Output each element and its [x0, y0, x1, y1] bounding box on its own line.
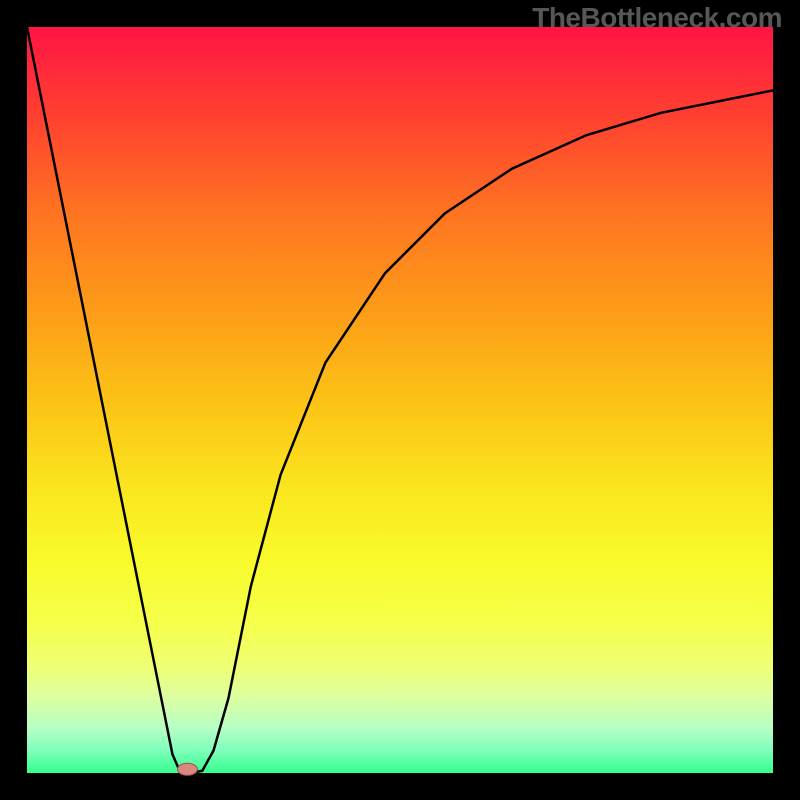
plot-background [27, 27, 773, 773]
bottleneck-chart [0, 0, 800, 800]
optimal-marker [177, 763, 197, 775]
watermark-text: TheBottleneck.com [532, 2, 782, 34]
